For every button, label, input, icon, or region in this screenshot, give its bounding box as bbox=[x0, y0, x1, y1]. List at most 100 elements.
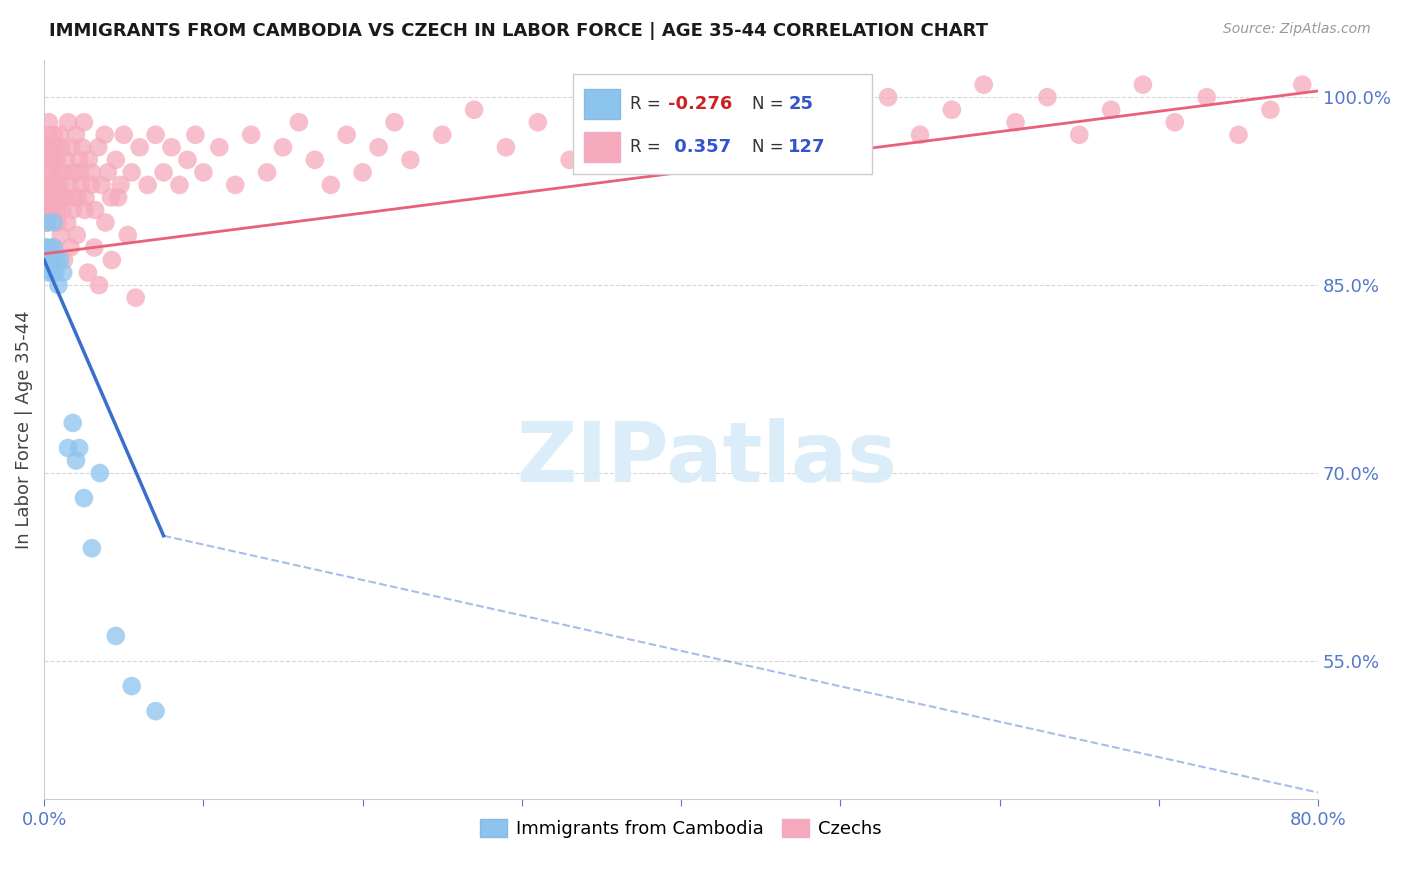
Point bbox=[51, 140, 73, 154]
Point bbox=[65, 453, 87, 467]
Point bbox=[73, 491, 96, 505]
Point bbox=[53, 190, 76, 204]
Point bbox=[38, 178, 60, 192]
Point bbox=[72, 140, 94, 154]
Point bbox=[686, 115, 709, 129]
Point bbox=[136, 178, 159, 192]
Point bbox=[37, 128, 59, 142]
Text: 25: 25 bbox=[789, 95, 813, 113]
Point bbox=[495, 140, 517, 154]
Point bbox=[1099, 103, 1122, 117]
Point bbox=[55, 153, 77, 167]
Point bbox=[432, 128, 454, 142]
Legend: Immigrants from Cambodia, Czechs: Immigrants from Cambodia, Czechs bbox=[472, 812, 889, 846]
Point bbox=[35, 178, 58, 192]
Point bbox=[73, 115, 96, 129]
Point bbox=[42, 153, 65, 167]
Point bbox=[52, 266, 75, 280]
Point bbox=[749, 128, 772, 142]
Point bbox=[1260, 103, 1282, 117]
Point bbox=[97, 165, 120, 179]
Point bbox=[48, 190, 70, 204]
Point bbox=[121, 165, 143, 179]
FancyBboxPatch shape bbox=[585, 132, 620, 161]
Point bbox=[39, 202, 62, 217]
Point bbox=[49, 128, 72, 142]
Point bbox=[56, 115, 79, 129]
Point bbox=[75, 190, 97, 204]
Point bbox=[38, 253, 60, 268]
Point bbox=[399, 153, 422, 167]
Point bbox=[38, 165, 60, 179]
Point bbox=[59, 241, 82, 255]
Point bbox=[782, 103, 804, 117]
Point bbox=[45, 178, 67, 192]
Point bbox=[117, 227, 139, 242]
Point bbox=[224, 178, 246, 192]
Point bbox=[256, 165, 278, 179]
Point bbox=[56, 215, 79, 229]
Point bbox=[83, 241, 105, 255]
Point bbox=[100, 190, 122, 204]
Point bbox=[49, 253, 72, 268]
Point bbox=[1004, 115, 1026, 129]
Point bbox=[621, 103, 644, 117]
Point bbox=[41, 253, 63, 268]
Point bbox=[52, 165, 75, 179]
Point bbox=[288, 115, 311, 129]
Point bbox=[69, 178, 91, 192]
Point bbox=[104, 629, 127, 643]
Point bbox=[160, 140, 183, 154]
Point bbox=[125, 291, 148, 305]
Point bbox=[336, 128, 359, 142]
Point bbox=[877, 90, 900, 104]
Point bbox=[80, 541, 103, 556]
Point bbox=[38, 266, 60, 280]
Point bbox=[1227, 128, 1250, 142]
Point bbox=[39, 241, 62, 255]
Point bbox=[87, 140, 110, 154]
Point bbox=[77, 153, 100, 167]
Point bbox=[42, 178, 65, 192]
Point bbox=[104, 153, 127, 167]
Point bbox=[42, 241, 65, 255]
Point bbox=[1291, 78, 1313, 92]
Point bbox=[60, 140, 83, 154]
Point bbox=[717, 90, 740, 104]
Point bbox=[93, 128, 115, 142]
Point bbox=[62, 202, 84, 217]
Point bbox=[87, 278, 110, 293]
Point bbox=[44, 266, 66, 280]
Point bbox=[240, 128, 263, 142]
Point bbox=[44, 241, 66, 255]
Text: 127: 127 bbox=[789, 138, 825, 156]
Point bbox=[37, 202, 59, 217]
Point bbox=[69, 165, 91, 179]
Point bbox=[184, 128, 207, 142]
Point bbox=[527, 115, 550, 129]
Point bbox=[304, 153, 326, 167]
Point bbox=[48, 165, 70, 179]
Point bbox=[145, 704, 167, 718]
Point bbox=[121, 679, 143, 693]
Point bbox=[38, 140, 60, 154]
Point bbox=[67, 441, 90, 455]
Point bbox=[89, 466, 111, 480]
Point bbox=[45, 153, 67, 167]
Point bbox=[35, 241, 58, 255]
Point bbox=[39, 153, 62, 167]
Point bbox=[208, 140, 231, 154]
Point bbox=[41, 202, 63, 217]
Point bbox=[319, 178, 342, 192]
Point bbox=[41, 140, 63, 154]
Point bbox=[1036, 90, 1059, 104]
Point bbox=[49, 178, 72, 192]
Point bbox=[44, 190, 66, 204]
Text: R =: R = bbox=[630, 138, 666, 156]
Text: N =: N = bbox=[752, 138, 789, 156]
Point bbox=[37, 153, 59, 167]
Point bbox=[45, 253, 67, 268]
Point bbox=[654, 140, 676, 154]
Text: 0.357: 0.357 bbox=[668, 138, 731, 156]
Point bbox=[591, 128, 613, 142]
